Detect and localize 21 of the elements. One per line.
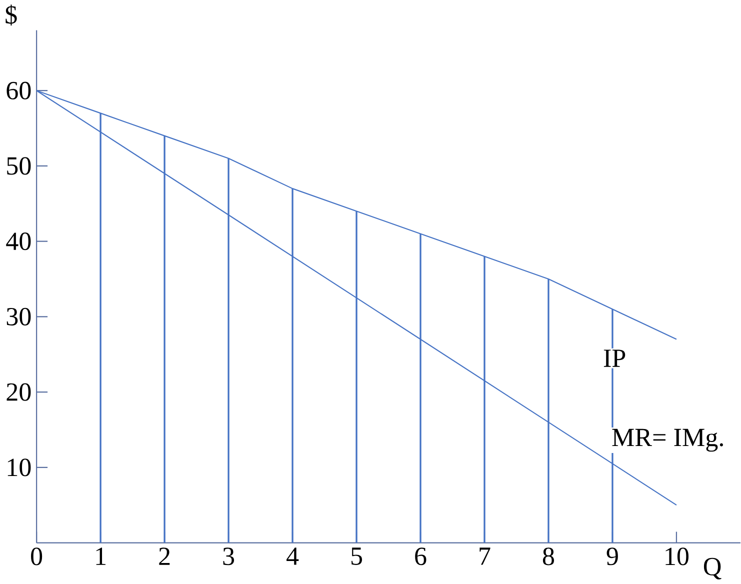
x-tick-label: 5 <box>351 548 362 565</box>
annotation: MR= IMg. <box>612 428 723 452</box>
y-axis-title: $ <box>6 4 17 26</box>
y-tick-label: 10 <box>8 458 31 476</box>
x-tick-label: 9 <box>606 548 618 566</box>
x-tick-label: 10 <box>666 548 688 566</box>
y-tick-label: 40 <box>6 232 31 250</box>
x-tick-label: 3 <box>223 548 234 566</box>
x-tick-label: 7 <box>480 548 490 565</box>
x-tick-label: 8 <box>542 548 554 566</box>
y-tick-label: 30 <box>6 308 31 326</box>
annotation: IP <box>604 350 626 367</box>
x-tick-label: 4 <box>286 548 299 565</box>
y-tick-label: 50 <box>7 157 31 175</box>
x-axis-title: Q <box>704 558 722 580</box>
x-tick-label: 1 <box>96 548 106 565</box>
x-tick-label: 0 <box>31 548 42 566</box>
y-tick-label: 20 <box>6 383 31 401</box>
y-tick-label: 60 <box>6 82 31 100</box>
x-tick-label: 2 <box>159 548 170 565</box>
x-tick-label: 6 <box>415 548 426 566</box>
